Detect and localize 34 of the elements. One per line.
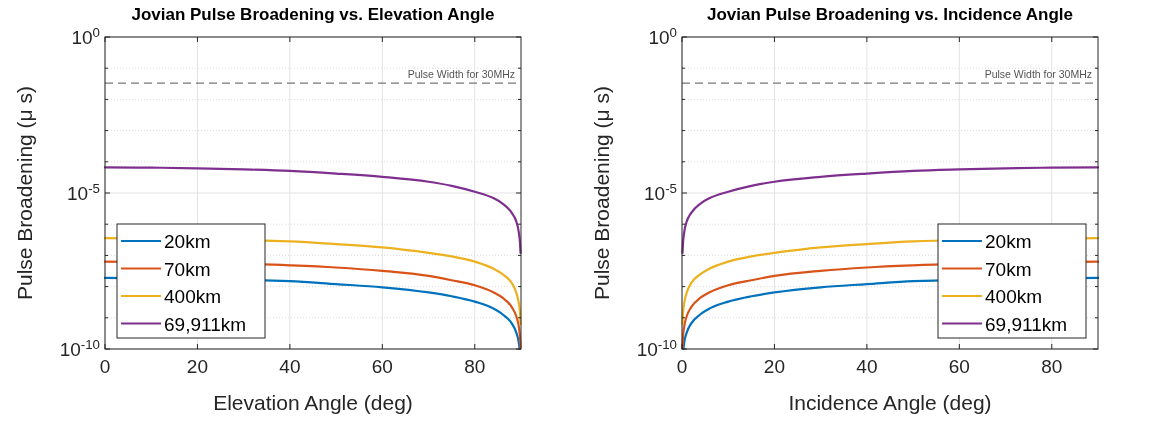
x-axis-title: Elevation Angle (deg) xyxy=(213,391,413,414)
x-axis-title: Incidence Angle (deg) xyxy=(788,391,992,414)
legend-label: 70km xyxy=(985,258,1032,280)
chart-title: Jovian Pulse Broadening vs. Elevation Angle xyxy=(131,5,495,24)
x-tick-label: 80 xyxy=(464,356,486,377)
x-tick-label: 40 xyxy=(856,356,878,377)
line-series xyxy=(103,166,522,255)
y-tick-label: 10$^{-10}$ xyxy=(636,336,677,360)
y-tick-label: 10$^{-10}$ xyxy=(59,336,100,360)
legend-label: 70km xyxy=(164,258,211,280)
ref-line-label: Pulse Width for 30MHz xyxy=(984,68,1092,81)
x-tick-label: 40 xyxy=(279,356,301,377)
legend-label: 400km xyxy=(164,286,222,307)
y-axis-title: Pulse Broadening (μ s) xyxy=(590,85,613,301)
legend-label: 69,911km xyxy=(164,313,247,335)
chart-title: Jovian Pulse Broadening vs. Incidence Angle xyxy=(707,5,1073,24)
y-tick-label: 10$^{-5}$ xyxy=(644,180,677,204)
y-tick-label: 10$^{-5}$ xyxy=(67,180,100,204)
x-tick-label: 80 xyxy=(1041,356,1063,377)
legend-label: 20km xyxy=(985,231,1032,252)
x-tick-label: 60 xyxy=(371,356,393,377)
legend-label: 20km xyxy=(164,231,211,252)
line-series xyxy=(681,166,1100,255)
x-tick-label: 0 xyxy=(99,356,111,377)
y-tick-label: 10$^{0}$ xyxy=(71,24,100,48)
y-axis-title: Pulse Broadening (μ s) xyxy=(13,85,36,301)
ref-line-label: Pulse Width for 30MHz xyxy=(407,68,515,81)
y-tick-label: 10$^{0}$ xyxy=(648,24,677,48)
legend-label: 69,911km xyxy=(985,313,1068,335)
legend-label: 400km xyxy=(985,286,1043,307)
x-tick-label: 60 xyxy=(948,356,970,377)
x-tick-label: 0 xyxy=(676,356,688,377)
x-tick-label: 20 xyxy=(763,356,786,377)
x-tick-label: 20 xyxy=(186,356,209,377)
